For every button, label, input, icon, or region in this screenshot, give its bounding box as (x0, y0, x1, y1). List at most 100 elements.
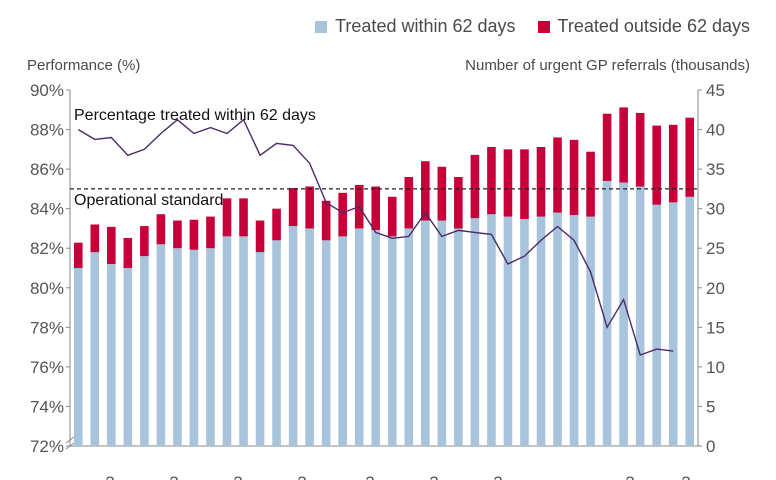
bar-within (239, 236, 248, 446)
bar-outside (487, 146, 496, 215)
bar-outside (470, 154, 480, 219)
bar-outside (569, 139, 579, 215)
legend: Treated within 62 days Treated outside 6… (315, 16, 750, 37)
bar-outside (206, 216, 215, 249)
x-tick-label: 2 (625, 473, 634, 480)
right-tick-label: 25 (706, 239, 725, 258)
right-tick-label: 20 (706, 279, 725, 298)
bar-within (90, 252, 100, 446)
bar-outside (107, 226, 116, 265)
x-tick-label: 2 (681, 473, 690, 480)
x-tick-label: 2 (105, 473, 114, 480)
bar-within (520, 218, 529, 446)
legend-swatch-outside (537, 20, 550, 33)
bar-within (619, 182, 628, 446)
bar-outside (90, 224, 100, 253)
bar-outside (305, 186, 314, 229)
bar-outside (586, 151, 595, 217)
bar-within (652, 204, 661, 446)
bar-outside (255, 220, 265, 253)
legend-item-within: Treated within 62 days (315, 16, 516, 37)
bar-outside (321, 200, 331, 241)
left-tick-label: 82% (30, 239, 64, 258)
x-tick-label: 2 (493, 473, 502, 480)
bar-outside (222, 198, 232, 237)
x-tick-label: 2 (365, 473, 374, 480)
bar-within (487, 214, 496, 446)
bar-within (404, 228, 414, 446)
bar-outside (288, 188, 298, 227)
bar-outside (652, 125, 661, 205)
bar-within (305, 228, 314, 446)
x-tick-label: 2 (429, 473, 438, 480)
bar-within (569, 214, 579, 446)
right-axis-title: Number of urgent GP referrals (thousands… (465, 57, 750, 74)
bar-within (536, 216, 546, 446)
bar-within (272, 240, 281, 446)
axis-break-mark (65, 436, 75, 450)
legend-label-outside: Treated outside 62 days (557, 16, 750, 36)
right-tick-label: 40 (706, 121, 725, 140)
bar-outside (140, 226, 149, 257)
bar-outside (553, 137, 562, 213)
bar-outside (73, 242, 83, 268)
operational-standard-label: Operational standard (74, 192, 223, 209)
left-tick-label: 72% (30, 437, 64, 456)
bar-outside (520, 149, 529, 219)
x-tick-label: 2 (233, 473, 242, 480)
bar-within (173, 248, 182, 446)
bar-within (421, 220, 430, 446)
legend-swatch-within (315, 20, 328, 33)
bar-outside (156, 214, 166, 245)
bar-outside (371, 186, 381, 231)
left-tick-label: 78% (30, 318, 64, 337)
bar-within (354, 228, 364, 446)
bar-outside (437, 166, 447, 221)
bar-outside (602, 113, 612, 181)
bar-within (140, 256, 149, 446)
left-tick-label: 88% (30, 121, 64, 140)
bar-outside (123, 237, 133, 268)
right-tick-label: 35 (706, 160, 725, 179)
bar-within (123, 268, 133, 446)
bar-outside (404, 177, 414, 229)
bar-within (470, 218, 480, 446)
performance-line (77, 118, 674, 356)
bar-outside (421, 161, 430, 221)
left-tick-label: 90% (30, 81, 64, 100)
bar-within (206, 248, 215, 446)
bar-within (288, 226, 298, 446)
bar-within (503, 216, 513, 446)
bar-outside (685, 117, 695, 197)
bar-within (371, 230, 381, 446)
bar-within (189, 249, 199, 446)
bar-within (338, 236, 347, 446)
bar-outside (536, 146, 546, 217)
right-tick-label: 5 (706, 397, 715, 416)
bar-outside (668, 124, 678, 203)
bar-within (73, 268, 83, 446)
bar-outside (387, 196, 397, 237)
right-tick-label: 0 (706, 437, 715, 456)
bar-outside (338, 192, 347, 237)
bar-outside (503, 149, 513, 217)
bar-within (222, 236, 232, 446)
bar-within (156, 244, 166, 446)
bar-within (602, 180, 612, 446)
left-tick-label: 76% (30, 358, 64, 377)
bar-outside (635, 112, 645, 187)
bar-outside (272, 208, 281, 241)
bar-within (668, 202, 678, 446)
x-tick-label: 2 (169, 473, 178, 480)
right-tick-label: 30 (706, 200, 725, 219)
right-tick-label: 15 (706, 318, 725, 337)
bar-within (387, 236, 397, 446)
bar-within (685, 196, 695, 446)
left-tick-label: 84% (30, 200, 64, 219)
right-tick-label: 45 (706, 81, 725, 100)
left-tick-label: 74% (30, 397, 64, 416)
bar-within (454, 228, 463, 446)
bar-within (107, 264, 116, 446)
bar-within (321, 240, 331, 446)
